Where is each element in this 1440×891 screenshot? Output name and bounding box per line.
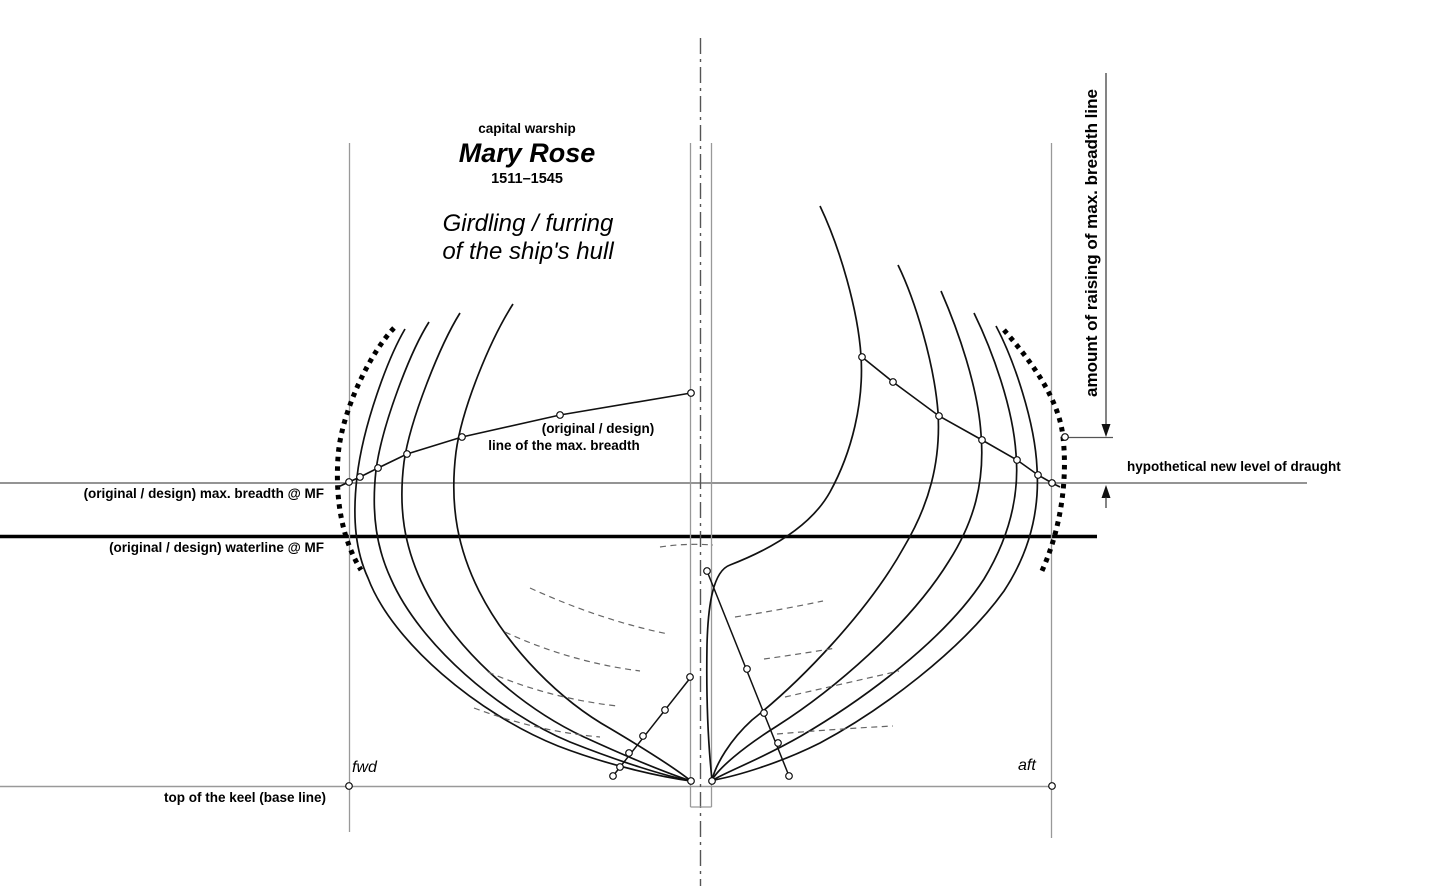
forward-sections <box>354 303 692 782</box>
ship-name-title: Mary Rose <box>458 138 596 168</box>
dimension-arrow-down <box>1101 424 1111 437</box>
diagram-subtitle-line1: Girdling / furring <box>442 210 614 237</box>
max-breadth-mf-label: (original / design) max. breadth @ MF <box>83 486 324 501</box>
dimension-arrow-up <box>1101 485 1111 498</box>
keel-box <box>689 143 713 808</box>
girdled-curve-fwd <box>334 326 396 572</box>
aft-label: aft <box>1018 757 1036 774</box>
raising-dimension <box>1068 73 1113 508</box>
waterline-mf-label: (original / design) waterline @ MF <box>109 540 324 555</box>
bilge-diagonal-fwd <box>612 676 692 777</box>
intersection-markers <box>345 353 1069 790</box>
max-breadth-line-label-1: (original / design) <box>541 421 655 436</box>
new-draught-label: hypothetical new level of draught <box>1127 459 1341 474</box>
diagram-subtitle-line2: of the ship's hull <box>442 238 614 265</box>
raising-amount-label: amount of raising of max. breadth line <box>1082 89 1101 397</box>
ship-type-label: capital warship <box>478 121 576 136</box>
construction-dashed-arcs <box>473 543 900 738</box>
aft-sections <box>705 205 1039 781</box>
fwd-label: fwd <box>352 759 377 776</box>
keel-baseline-label: top of the keel (base line) <box>163 790 326 805</box>
reference-lines <box>0 38 1307 886</box>
max-breadth-line-label-2: line of the max. breadth <box>488 438 640 453</box>
ship-years: 1511–1545 <box>491 171 563 187</box>
